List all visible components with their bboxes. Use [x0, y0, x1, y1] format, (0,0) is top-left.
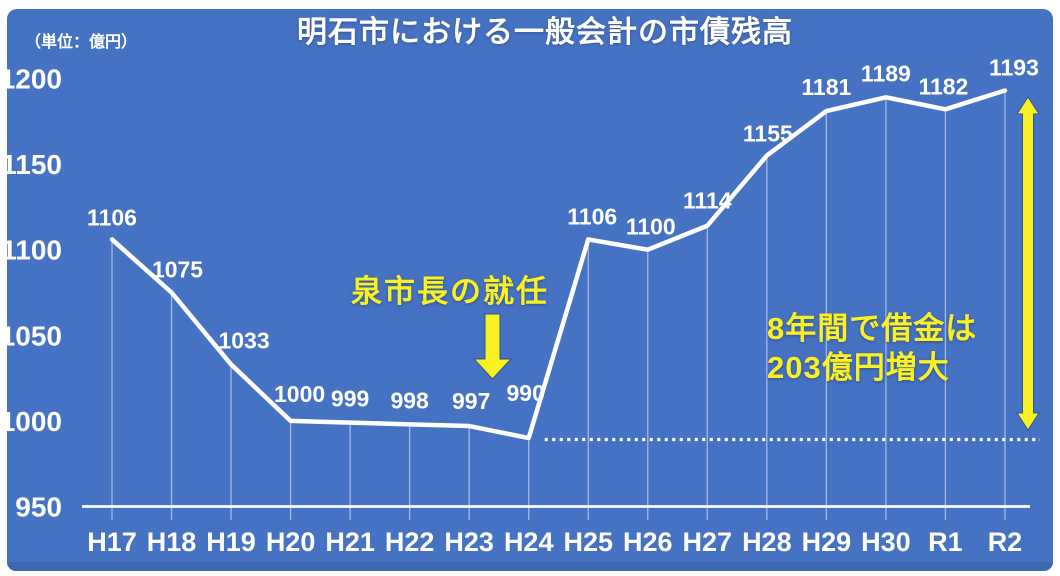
y-axis-tick-label: 950 — [15, 492, 62, 523]
data-label: 1182 — [918, 73, 968, 99]
data-label: 1181 — [801, 74, 851, 100]
x-axis-tick-label: H24 — [504, 527, 554, 557]
slide-footer-strip — [7, 562, 1053, 571]
x-axis-tick-label: H19 — [206, 527, 256, 557]
x-axis-tick-label: H25 — [563, 527, 613, 557]
data-label: 1000 — [274, 381, 325, 407]
x-axis-tick-label: H26 — [623, 527, 673, 557]
x-axis-tick-label: H22 — [385, 527, 435, 557]
data-label: 1193 — [989, 54, 1039, 80]
y-axis-tick-label: 1200 — [0, 64, 62, 95]
debt-line-series — [109, 88, 1008, 441]
x-axis-tick-label: H23 — [444, 527, 494, 557]
data-label: 1114 — [683, 188, 732, 214]
data-label: 1106 — [567, 203, 617, 229]
mayor-inauguration-annotation: 泉市長の就任 — [351, 274, 549, 309]
data-label: 998 — [390, 387, 429, 413]
x-axis-tick-label: H18 — [147, 527, 197, 557]
data-label: 1075 — [152, 257, 203, 283]
x-axis-tick-label: H29 — [802, 527, 852, 557]
x-axis-tick-label: R2 — [988, 527, 1023, 557]
x-axis-tick-label: R1 — [928, 527, 963, 557]
data-label: 999 — [331, 386, 369, 412]
y-axis-tick-label: 1150 — [1, 149, 62, 180]
x-axis-tick-label: H17 — [87, 527, 137, 557]
mayor-down-arrow-icon — [472, 313, 513, 380]
chart-title: 明石市における一般会計の市債残高 — [297, 16, 793, 49]
slide — [7, 9, 1053, 571]
x-axis-tick-label: H20 — [266, 527, 316, 557]
x-axis-tick-label: H28 — [742, 527, 792, 557]
debt-increase-annotation: 8年間で借金は 203億円増大 — [767, 309, 977, 387]
y-axis-tick-label: 1000 — [0, 406, 62, 437]
y-axis-tick-label: 1100 — [1, 235, 62, 266]
data-label: 990 — [507, 380, 545, 406]
increase-range-arrow-icon — [1016, 96, 1040, 431]
x-axis-tick-label: H30 — [861, 527, 911, 557]
unit-label: （単位：億円） — [25, 34, 138, 51]
x-axis-tick-label: H21 — [325, 527, 375, 557]
x-axis-tick-label: H27 — [683, 527, 733, 557]
data-label: 1106 — [87, 204, 137, 230]
debt-increase-line1: 8年間で借金は — [767, 311, 978, 346]
y-axis-tick-label: 1050 — [0, 320, 62, 351]
debt-increase-line2: 203億円増大 — [767, 350, 950, 385]
data-label: 1033 — [218, 327, 269, 353]
data-label: 1189 — [861, 60, 911, 86]
data-label: 1155 — [743, 121, 793, 147]
data-label: 997 — [452, 388, 490, 414]
data-label: 1100 — [626, 214, 676, 240]
